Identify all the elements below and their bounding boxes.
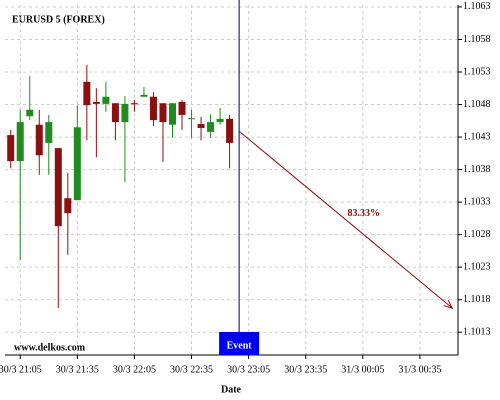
x-tick-label: 31/3 00:35 bbox=[398, 364, 441, 375]
candle-body bbox=[16, 122, 24, 162]
candle-body bbox=[216, 118, 224, 123]
chart-title: EURUSD 5 (FOREX) bbox=[12, 14, 105, 25]
candle-body bbox=[7, 135, 15, 162]
candle-body bbox=[121, 103, 129, 123]
candle-body bbox=[197, 124, 205, 128]
candle-body bbox=[226, 118, 234, 143]
x-tick-label: 30/3 21:35 bbox=[56, 364, 99, 375]
candle-body bbox=[54, 148, 62, 227]
y-tick-label: 1.1063 bbox=[463, 1, 491, 12]
candle-body bbox=[111, 103, 119, 123]
candle-body bbox=[188, 118, 196, 120]
candle-body bbox=[64, 198, 72, 214]
candle-body bbox=[207, 122, 215, 132]
candle-body bbox=[130, 103, 138, 105]
y-tick-label: 1.1043 bbox=[463, 131, 491, 142]
arrow-label: 83.33% bbox=[347, 208, 380, 219]
y-tick-label: 1.1048 bbox=[463, 99, 491, 110]
candle-body bbox=[159, 103, 167, 123]
candle-body bbox=[178, 101, 186, 115]
forecast-arrow bbox=[238, 130, 453, 309]
x-axis-label: Date bbox=[221, 384, 242, 395]
y-tick-label: 1.1013 bbox=[463, 327, 491, 338]
candle-body bbox=[83, 81, 91, 106]
y-tick-label: 1.1018 bbox=[463, 294, 491, 305]
y-tick-label: 1.1058 bbox=[463, 34, 491, 45]
y-tick-label: 1.1038 bbox=[463, 164, 491, 175]
x-tick-label: 30/3 22:05 bbox=[113, 364, 156, 375]
watermark: www.delkos.com bbox=[14, 342, 86, 353]
candle-body bbox=[73, 127, 81, 201]
y-tick-label: 1.1023 bbox=[463, 261, 491, 272]
x-tick-label: 30/3 21:05 bbox=[0, 364, 42, 375]
candle-body bbox=[35, 124, 43, 156]
event-box bbox=[219, 332, 260, 355]
candle-body bbox=[140, 94, 148, 97]
candle-body bbox=[149, 96, 157, 121]
candle-body bbox=[102, 96, 110, 104]
y-tick-label: 1.1053 bbox=[463, 66, 491, 77]
y-tick-label: 1.1028 bbox=[463, 229, 491, 240]
x-tick-label: 30/3 23:35 bbox=[284, 364, 327, 375]
arrow-head bbox=[443, 299, 454, 309]
candle-body bbox=[92, 101, 100, 104]
x-tick-label: 30/3 22:35 bbox=[170, 364, 213, 375]
candle-body bbox=[168, 103, 176, 125]
candle-body bbox=[26, 109, 34, 117]
event-label: Event bbox=[227, 340, 253, 351]
x-tick-label: 30/3 23:05 bbox=[227, 364, 270, 375]
x-tick-label: 31/3 00:05 bbox=[341, 364, 384, 375]
y-tick-label: 1.1033 bbox=[463, 196, 491, 207]
candle-body bbox=[45, 122, 53, 143]
